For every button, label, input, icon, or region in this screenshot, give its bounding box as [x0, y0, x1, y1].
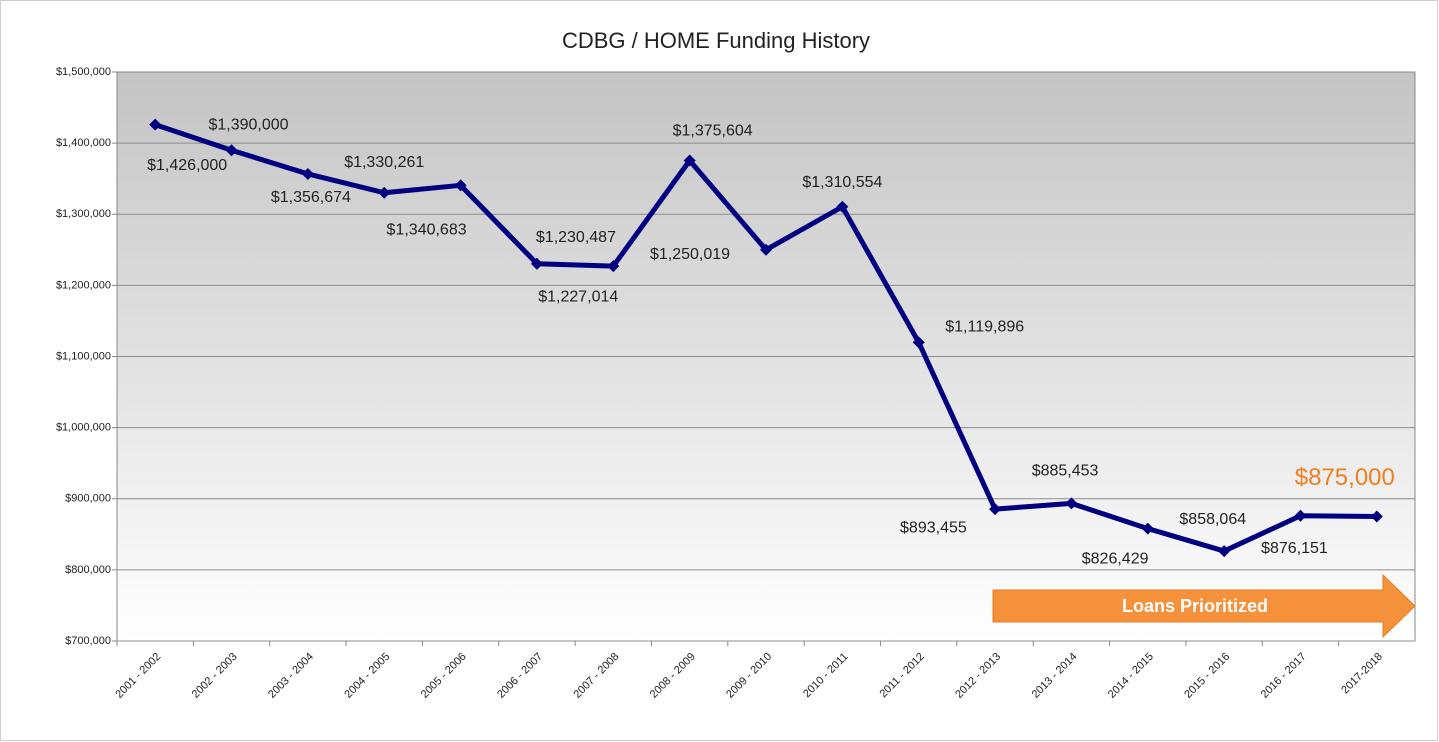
data-point — [683, 154, 696, 167]
annotation-arrow: Loans Prioritized — [992, 573, 1416, 639]
y-tick-label: $1,000,000 — [56, 422, 111, 434]
data-label: $1,340,683 — [387, 222, 467, 239]
data-label: $1,426,000 — [147, 157, 227, 174]
y-tick-label: $1,200,000 — [56, 279, 111, 291]
data-label: $1,330,261 — [344, 154, 424, 171]
chart-title: CDBG / HOME Funding History — [562, 28, 870, 53]
y-tick-label: $1,500,000 — [56, 66, 111, 78]
data-label: $1,119,896 — [945, 319, 1024, 336]
data-point — [454, 179, 467, 192]
data-point — [378, 186, 391, 199]
data-label: $858,064 — [1179, 511, 1246, 528]
data-point — [225, 144, 238, 157]
y-tick-label: $800,000 — [65, 564, 111, 576]
data-label: $893,455 — [900, 520, 967, 537]
y-tick-label: $700,000 — [65, 635, 111, 647]
data-label: $1,230,487 — [536, 229, 616, 246]
data-point — [607, 260, 620, 273]
data-label: $1,310,554 — [802, 174, 882, 191]
data-label: $1,356,674 — [271, 189, 351, 206]
data-label: $1,250,019 — [650, 246, 730, 263]
data-point — [301, 167, 314, 180]
data-point — [760, 243, 772, 256]
data-label: $1,390,000 — [208, 116, 288, 133]
data-label: $826,429 — [1082, 550, 1149, 567]
data-point — [1218, 545, 1231, 558]
data-point — [1065, 497, 1078, 510]
annotation-text: Loans Prioritized — [1122, 596, 1268, 616]
y-tick-label: $1,100,000 — [56, 350, 111, 362]
data-point — [912, 336, 925, 349]
data-label: $1,375,604 — [673, 123, 753, 140]
y-tick-label: $1,400,000 — [56, 137, 111, 149]
data-point — [989, 503, 1002, 516]
data-label: $1,227,014 — [538, 288, 618, 305]
y-tick-label: $1,300,000 — [56, 208, 111, 220]
data-label: $875,000 — [1295, 464, 1395, 491]
data-label: $885,453 — [1032, 462, 1099, 479]
data-point — [530, 257, 543, 270]
data-point — [836, 200, 849, 213]
arrow-shape — [992, 573, 1416, 639]
data-point — [1294, 509, 1307, 522]
data-label: $876,151 — [1261, 540, 1328, 557]
data-point — [1370, 510, 1383, 523]
y-tick-label: $900,000 — [65, 493, 111, 505]
data-point — [149, 118, 162, 131]
data-point — [1141, 522, 1154, 535]
